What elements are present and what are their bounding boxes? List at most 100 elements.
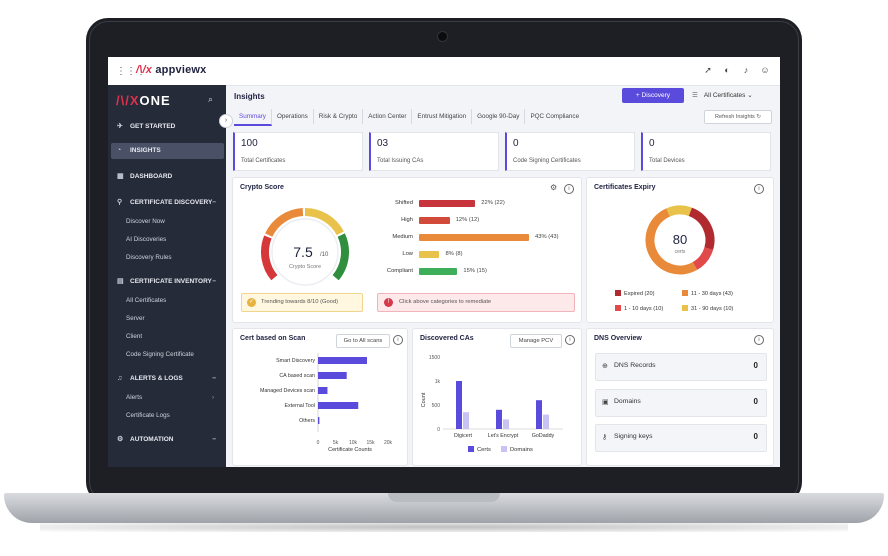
laptop-base bbox=[4, 493, 884, 523]
collapse-toggle[interactable]: − bbox=[212, 199, 216, 206]
sidebar-subitem[interactable]: Discovery Rules bbox=[126, 254, 172, 261]
globe-icon: ⊕ bbox=[602, 363, 608, 370]
x-tick-label: 5k bbox=[333, 440, 339, 446]
collapse-toggle[interactable]: − bbox=[212, 436, 216, 443]
sidebar-item-automation[interactable]: ⚙ AUTOMATION − bbox=[111, 432, 224, 448]
legend-label: 1 - 10 days (10) bbox=[624, 306, 664, 312]
stat-card-total-issuing-cas[interactable]: 03 Total Issuing CAs bbox=[369, 132, 499, 171]
ca-bar-certs[interactable] bbox=[456, 381, 462, 429]
donut-segment[interactable] bbox=[692, 247, 714, 270]
sidebar-subitem[interactable]: AI Discoveries bbox=[126, 236, 167, 243]
info-icon[interactable]: i bbox=[754, 184, 764, 194]
sidebar-item-alerts-logs[interactable]: ♫ ALERTS & LOGS − bbox=[111, 371, 224, 387]
risk-level-label: Compliant bbox=[386, 268, 413, 274]
tab-summary[interactable]: Summary bbox=[234, 109, 272, 126]
sidebar-item-certificate-inventory[interactable]: ▤ CERTIFICATE INVENTORY − bbox=[111, 274, 224, 290]
risk-level-label: Low bbox=[402, 251, 413, 257]
risk-level-bar[interactable] bbox=[419, 217, 450, 224]
sidebar-item-label: ALERTS & LOGS bbox=[130, 375, 183, 382]
key-icon: ⚷ bbox=[602, 434, 608, 441]
donut-segment[interactable] bbox=[645, 208, 698, 275]
collapse-toggle[interactable]: − bbox=[212, 375, 216, 382]
tab-risk-crypto[interactable]: Risk & Crypto bbox=[314, 109, 364, 124]
crypto-score-label: Crypto Score bbox=[289, 264, 321, 270]
tab-action-center[interactable]: Action Center bbox=[363, 109, 413, 124]
scan-bar[interactable] bbox=[318, 357, 367, 364]
sidebar-item-label: AUTOMATION bbox=[130, 436, 174, 443]
ca-bar-certs[interactable] bbox=[536, 400, 542, 429]
certificate-filter-dropdown[interactable]: ☰ All Certificates ⌄ bbox=[692, 89, 770, 102]
notification-bell-icon[interactable]: ♪ bbox=[743, 65, 749, 75]
certificates-expiry-card: Certificates Expiry i 80 certs Expired (… bbox=[586, 177, 774, 323]
theme-icon[interactable]: ◐ bbox=[724, 65, 730, 75]
dns-row-records[interactable]: ⊕ DNS Records 0 bbox=[595, 353, 767, 381]
info-icon[interactable]: i bbox=[564, 184, 574, 194]
sidebar-item-certificate-discovery[interactable]: ⚲ CERTIFICATE DISCOVERY − bbox=[111, 195, 224, 211]
rocket-icon[interactable]: ➚ bbox=[704, 65, 712, 75]
alert-icon: ! bbox=[384, 298, 393, 307]
sidebar-subitem[interactable]: Client bbox=[126, 333, 143, 340]
sidebar-subitem[interactable]: All Certificates bbox=[126, 297, 167, 304]
camera-icon bbox=[437, 31, 448, 42]
risk-level-bar[interactable] bbox=[419, 268, 458, 275]
page-title: Insights bbox=[234, 92, 265, 101]
donut-segment[interactable] bbox=[666, 205, 692, 217]
ca-bar-domains[interactable] bbox=[463, 412, 469, 429]
sidebar-subitem[interactable]: Server bbox=[126, 315, 145, 322]
refresh-insights-button[interactable]: Refresh Insights ↻ bbox=[704, 110, 772, 124]
sidebar-subitem[interactable]: Alerts › bbox=[126, 392, 214, 404]
tab-pqc-compliance[interactable]: PQC Compliance bbox=[530, 113, 580, 120]
info-icon[interactable]: i bbox=[393, 335, 403, 345]
ca-bar-domains[interactable] bbox=[543, 414, 549, 429]
dns-row-signing-keys[interactable]: ⚷ Signing keys 0 bbox=[595, 424, 767, 452]
main-content: Insights + Discovery ☰ All Certificates ⌄… bbox=[226, 85, 780, 467]
expiry-donut-chart: 80 certs bbox=[645, 205, 715, 275]
gear-icon[interactable]: ⚙ bbox=[550, 183, 558, 192]
risk-level-value: 12% (12) bbox=[455, 217, 480, 223]
sidebar-subitem[interactable]: Certificate Logs bbox=[126, 412, 170, 419]
sidebar-item-insights[interactable]: ◔ INSIGHTS bbox=[111, 143, 224, 159]
sidebar-item-get-started[interactable]: ✈ GET STARTED bbox=[111, 119, 224, 135]
risk-level-bar[interactable] bbox=[419, 200, 476, 207]
remediate-tip[interactable]: ! Click above categories to remediate bbox=[377, 293, 575, 312]
cert-scan-bar-chart: 0 5k 10k 15k 20k Smart Discovery CA based scan… bbox=[260, 353, 393, 453]
check-icon: ✓ bbox=[247, 298, 256, 307]
risk-level-bar[interactable] bbox=[419, 251, 440, 258]
tab-entrust-mitigation[interactable]: Entrust Mitigation bbox=[412, 109, 473, 124]
legend-label-certs: Certs bbox=[477, 447, 491, 453]
sidebar-subitem[interactable]: Discover Now bbox=[126, 218, 165, 225]
ca-bar-certs[interactable] bbox=[496, 409, 502, 429]
automation-icon: ⚙ bbox=[117, 436, 124, 443]
sidebar-subitem[interactable]: Code Signing Certificate bbox=[126, 351, 194, 358]
bell-icon: ♫ bbox=[117, 375, 123, 382]
apps-grid-icon[interactable]: ⋮⋮⋮ bbox=[116, 66, 146, 77]
risk-level-bar[interactable] bbox=[419, 234, 529, 241]
x-category-label: GoDaddy bbox=[532, 433, 555, 439]
discovery-button[interactable]: + Discovery bbox=[622, 88, 684, 103]
ca-bar-domains[interactable] bbox=[503, 419, 509, 429]
tab-operations[interactable]: Operations bbox=[272, 109, 314, 124]
manage-pcv-button[interactable]: Manage PCV bbox=[510, 334, 562, 348]
info-icon[interactable]: i bbox=[754, 335, 764, 345]
stat-card-total-devices[interactable]: 0 Total Devices bbox=[641, 132, 771, 171]
scan-bar[interactable] bbox=[318, 402, 359, 409]
scan-bar[interactable] bbox=[318, 372, 347, 379]
sidebar-collapse-chevron-icon[interactable]: › bbox=[219, 114, 233, 128]
dns-row-domains[interactable]: ▣ Domains 0 bbox=[595, 389, 767, 417]
donut-segment[interactable] bbox=[688, 207, 715, 250]
sidebar-search-icon[interactable]: ⌕ bbox=[208, 94, 214, 104]
stat-card-code-signing[interactable]: 0 Code Signing Certificates bbox=[505, 132, 635, 171]
user-profile-icon[interactable]: ☺ bbox=[760, 65, 770, 75]
sidebar-item-dashboard[interactable]: ▦ DASHBOARD bbox=[111, 169, 224, 185]
collapse-toggle[interactable]: − bbox=[212, 278, 216, 285]
gauge-label-critical: Critical bbox=[247, 262, 262, 268]
info-icon[interactable]: i bbox=[565, 335, 575, 345]
gauge-segment-great bbox=[332, 233, 349, 281]
cert-scan-card: Cert based on Scan Go to All scans i 0 5k… bbox=[232, 328, 408, 466]
tab-google-90-day[interactable]: Google 90-Day bbox=[472, 109, 526, 124]
stat-card-total-certificates[interactable]: 100 Total Certificates bbox=[233, 132, 363, 171]
scan-bar[interactable] bbox=[318, 387, 328, 394]
crypto-score-max: /10 bbox=[320, 252, 329, 258]
go-to-all-scans-button[interactable]: Go to All scans bbox=[336, 334, 390, 348]
scan-bar[interactable] bbox=[318, 417, 320, 424]
